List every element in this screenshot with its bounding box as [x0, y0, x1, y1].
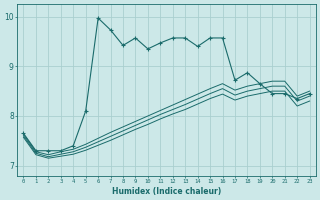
X-axis label: Humidex (Indice chaleur): Humidex (Indice chaleur) — [112, 187, 221, 196]
